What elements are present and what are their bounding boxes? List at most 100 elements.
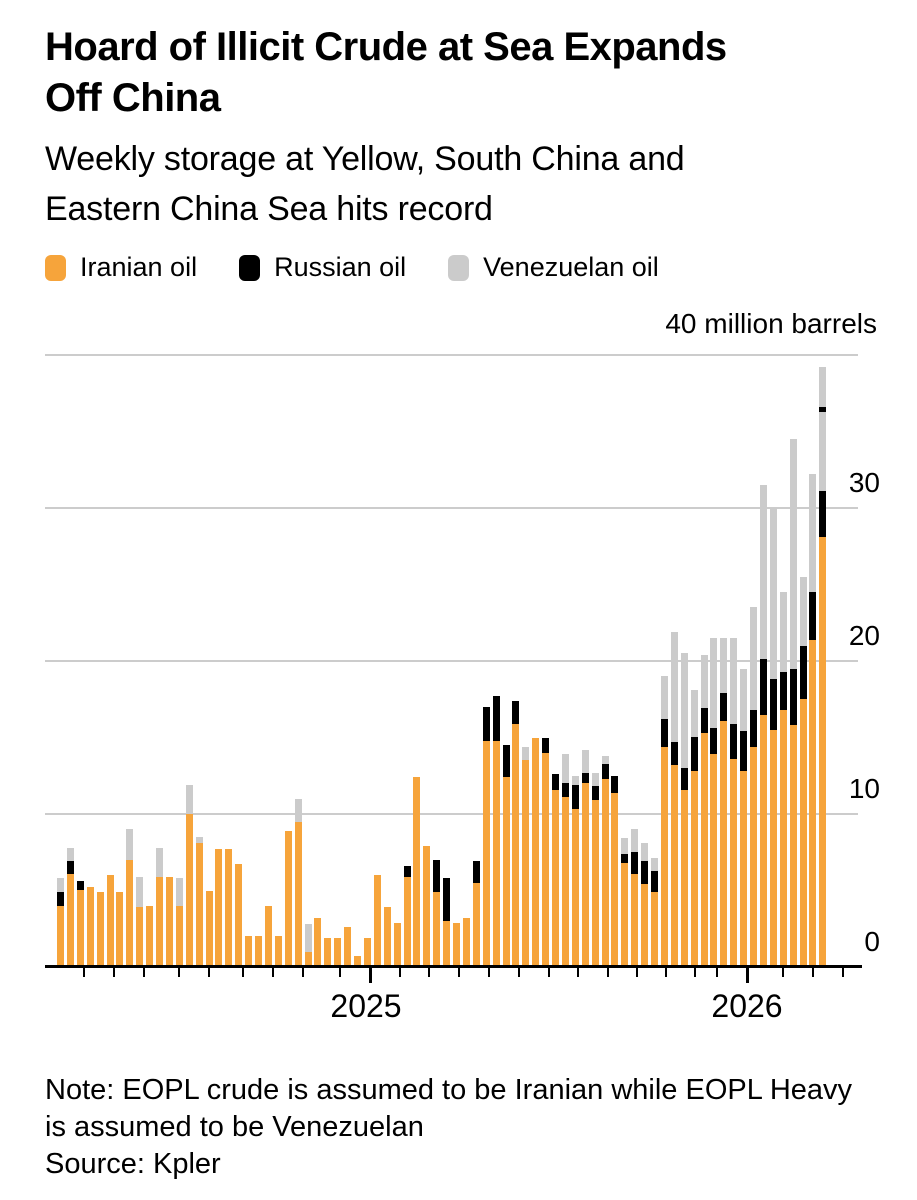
bar-segment-venezuelan bbox=[779, 592, 787, 672]
bar-week-18 bbox=[225, 849, 233, 967]
source-text: Source: Kpler bbox=[45, 1148, 221, 1180]
bar-segment-venezuelan bbox=[819, 367, 827, 407]
legend-label-venezuelan: Venezuelan oil bbox=[483, 252, 659, 282]
y-axis-label-20: 20 bbox=[848, 620, 880, 651]
y-axis-label-10: 10 bbox=[848, 773, 880, 804]
bar-segment-iranian bbox=[819, 537, 827, 967]
bar-segment-iranian bbox=[799, 699, 807, 967]
bar-week-9 bbox=[136, 876, 144, 967]
bar-segment-iranian bbox=[611, 792, 619, 967]
bar-segment-iranian bbox=[76, 890, 84, 967]
bar-segment-venezuelan bbox=[809, 474, 817, 593]
bar-segment-venezuelan bbox=[750, 607, 757, 710]
x-axis-tick bbox=[782, 968, 784, 977]
bar-segment-venezuelan bbox=[670, 631, 678, 743]
bar-segment-russian bbox=[472, 861, 480, 883]
bar-week-22 bbox=[264, 905, 272, 967]
bar-segment-iranian bbox=[779, 709, 787, 967]
bar-segment-russian bbox=[819, 491, 827, 538]
gridline-20 bbox=[45, 660, 858, 662]
bar-segment-venezuelan bbox=[175, 878, 183, 906]
bar-segment-iranian bbox=[809, 639, 817, 967]
x-axis-tick bbox=[636, 968, 638, 977]
bar-segment-iranian bbox=[759, 714, 767, 967]
bar-segment-iranian bbox=[304, 951, 312, 967]
x-axis-tick bbox=[178, 968, 180, 977]
bar-week-36 bbox=[403, 866, 411, 967]
bar-segment-iranian bbox=[750, 746, 757, 967]
bar-week-6 bbox=[106, 875, 114, 967]
bar-segment-iranian bbox=[769, 729, 777, 967]
x-axis-tick bbox=[812, 968, 814, 977]
bar-segment-venezuelan bbox=[581, 749, 589, 773]
bar-segment-russian bbox=[799, 645, 807, 700]
bar-segment-russian bbox=[433, 859, 441, 893]
bar-segment-venezuelan bbox=[660, 676, 668, 720]
x-axis-tick bbox=[488, 968, 490, 977]
bar-segment-russian bbox=[720, 693, 728, 721]
bar-segment-iranian bbox=[96, 892, 104, 967]
bar-segment-venezuelan bbox=[759, 485, 767, 660]
bar-segment-iranian bbox=[255, 936, 262, 967]
bar-week-58 bbox=[621, 838, 629, 967]
bar-week-40 bbox=[443, 878, 451, 967]
bar-week-47 bbox=[512, 700, 520, 967]
bar-segment-russian bbox=[660, 719, 668, 747]
bar-segment-iranian bbox=[522, 760, 530, 967]
bar-segment-iranian bbox=[334, 937, 342, 967]
bar-week-26 bbox=[304, 924, 312, 967]
bar-week-76 bbox=[799, 576, 807, 967]
bar-segment-venezuelan bbox=[769, 508, 777, 680]
bar-segment-iranian bbox=[205, 890, 213, 967]
bar-segment-venezuelan bbox=[710, 638, 718, 729]
bar-segment-russian bbox=[492, 696, 500, 741]
bar-segment-venezuelan bbox=[571, 775, 579, 785]
bar-segment-russian bbox=[581, 772, 589, 784]
bar-week-5 bbox=[96, 892, 104, 967]
x-axis-tick bbox=[458, 968, 460, 977]
bar-segment-russian bbox=[809, 592, 817, 640]
bar-week-56 bbox=[601, 755, 609, 967]
bar-segment-iranian bbox=[156, 876, 163, 967]
bar-segment-venezuelan bbox=[156, 847, 163, 877]
y-axis-label-30: 30 bbox=[848, 467, 880, 498]
bar-segment-russian bbox=[690, 737, 698, 772]
bar-segment-venezuelan bbox=[720, 638, 728, 694]
bar-segment-venezuelan bbox=[819, 411, 827, 492]
bar-segment-venezuelan bbox=[601, 755, 609, 764]
bar-segment-iranian bbox=[215, 849, 223, 967]
bar-segment-venezuelan bbox=[680, 653, 688, 769]
bar-week-24 bbox=[284, 830, 292, 967]
bar-segment-iranian bbox=[561, 797, 569, 967]
gridline-10 bbox=[45, 813, 858, 815]
bar-segment-venezuelan bbox=[690, 690, 698, 738]
bar-segment-iranian bbox=[245, 936, 253, 967]
bar-segment-russian bbox=[641, 861, 649, 885]
bar-segment-venezuelan bbox=[522, 746, 530, 761]
iranian-oil-swatch-icon bbox=[45, 254, 66, 281]
x-axis-label-2025: 2025 bbox=[330, 988, 402, 1024]
x-axis-tick bbox=[607, 968, 609, 977]
bar-week-69 bbox=[730, 638, 738, 967]
bar-segment-iranian bbox=[136, 907, 144, 967]
bar-week-38 bbox=[423, 846, 431, 967]
bar-segment-iranian bbox=[195, 843, 203, 967]
bar-segment-russian bbox=[621, 853, 629, 863]
bar-week-29 bbox=[334, 937, 342, 967]
bar-segment-venezuelan bbox=[195, 836, 203, 844]
bar-segment-iranian bbox=[482, 740, 490, 967]
bar-week-32 bbox=[363, 937, 371, 967]
gridline-40 bbox=[45, 354, 858, 356]
bar-segment-russian bbox=[57, 892, 64, 906]
bar-week-11 bbox=[156, 847, 163, 967]
bar-week-53 bbox=[571, 775, 579, 967]
bar-segment-iranian bbox=[175, 905, 183, 967]
x-axis-tick bbox=[694, 968, 696, 977]
gridline-30 bbox=[45, 507, 858, 509]
bar-week-39 bbox=[433, 859, 441, 967]
bar-segment-iranian bbox=[116, 892, 124, 967]
bar-segment-venezuelan bbox=[700, 654, 708, 709]
x-axis-tick bbox=[399, 968, 401, 977]
bar-segment-venezuelan bbox=[740, 668, 748, 732]
